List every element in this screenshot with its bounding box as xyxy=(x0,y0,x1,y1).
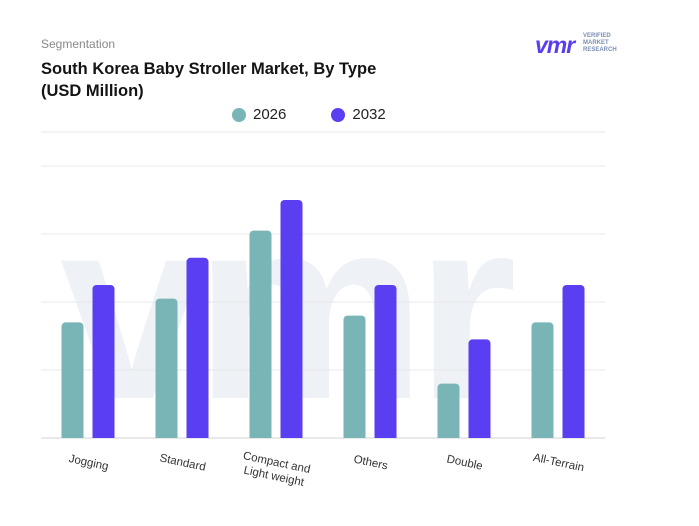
bar-base xyxy=(343,433,366,438)
bar-2026-compact-and-light-weight xyxy=(249,230,272,438)
x-tick-label-line: Jogging xyxy=(68,453,110,473)
bar-2026-jogging xyxy=(61,322,84,438)
bar-base xyxy=(437,433,460,438)
chart-title: South Korea Baby Stroller Market, By Typ… xyxy=(41,60,377,100)
bar-2026-double xyxy=(437,383,460,438)
bar-base xyxy=(562,433,585,438)
logo-line-2: MARKET xyxy=(583,40,609,46)
logo-text: VERIFIED MARKET RESEARCH xyxy=(583,33,617,54)
bar-base xyxy=(531,433,554,438)
x-tick-label: All-Terrain xyxy=(532,452,585,475)
x-tick-label: Jogging xyxy=(68,453,110,473)
segmentation-label: Segmentation xyxy=(41,37,116,51)
bar-2026-all-terrain xyxy=(531,322,554,438)
legend-dot-2032 xyxy=(331,107,346,122)
bar-2032-all-terrain xyxy=(562,285,585,438)
x-tick-label-line: Standard xyxy=(159,452,207,473)
logo-line-1: VERIFIED xyxy=(583,33,611,39)
x-tick-label-line: Double xyxy=(446,453,484,472)
legend-label-2026: 2026 xyxy=(253,106,287,123)
legend-item-2026: 2026 xyxy=(232,106,286,123)
bar-base xyxy=(468,433,491,438)
bar-2026-others xyxy=(343,315,366,438)
bar-2032-compact-and-light-weight xyxy=(280,200,303,438)
bar-base xyxy=(61,433,84,438)
x-tick-label: Others xyxy=(352,454,388,473)
bar-2032-double xyxy=(468,339,491,438)
bar-base xyxy=(92,433,115,438)
bar-2032-standard xyxy=(186,257,209,438)
bar-base xyxy=(155,433,178,438)
x-tick-label-line: Others xyxy=(352,454,388,473)
bar-base xyxy=(249,433,272,438)
bar-2032-jogging xyxy=(92,285,115,438)
x-tick-label: Double xyxy=(446,453,484,472)
logo-mark: vmr xyxy=(535,32,575,58)
legend-label-2032: 2032 xyxy=(352,106,386,123)
bar-2026-standard xyxy=(155,298,178,438)
chart-legend: 2026 2032 xyxy=(232,106,386,123)
bar-base xyxy=(280,433,303,438)
x-tick-label: Standard xyxy=(159,452,207,473)
x-tick-label-line: All-Terrain xyxy=(532,452,585,475)
bar-2032-others xyxy=(374,285,397,438)
bar-base xyxy=(374,433,397,438)
x-tick-label: Compact andLight weight xyxy=(239,450,311,490)
logo-line-3: RESEARCH xyxy=(583,47,617,53)
legend-item-2032: 2032 xyxy=(331,106,386,123)
bar-base xyxy=(186,433,209,438)
legend-dot-2026 xyxy=(232,107,246,122)
vmr-logo: vmr VERIFIED MARKET RESEARCH xyxy=(535,30,635,58)
